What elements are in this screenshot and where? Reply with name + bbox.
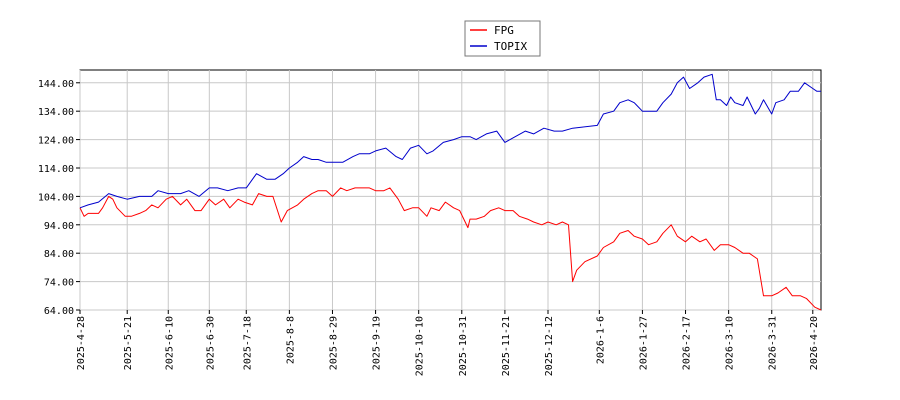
plot-area <box>79 69 822 311</box>
x-tick-label: 2026-3-10 <box>725 316 736 370</box>
x-tick-label: 2026-3-31 <box>768 316 779 370</box>
y-tick-label: 64.00 <box>44 306 74 317</box>
y-tick-label: 84.00 <box>44 249 74 260</box>
y-tick-label: 94.00 <box>44 221 74 232</box>
series-lines <box>79 73 822 311</box>
legend-label-fpg: FPG <box>494 24 514 37</box>
grid-lines <box>79 70 821 311</box>
x-tick-label: 2025-8-29 <box>328 316 339 370</box>
x-tick-label: 2026-2-17 <box>682 316 693 370</box>
legend: FPG TOPIX <box>464 20 541 57</box>
x-tick-label: 2026-1-27 <box>638 316 649 370</box>
x-tick-label: 2025-8-8 <box>285 316 296 364</box>
x-tick-label: 2025-10-31 <box>458 316 469 376</box>
x-tick-label: 2025-9-19 <box>372 316 383 370</box>
y-tick-label: 144.00 <box>38 79 74 90</box>
x-tick-label: 2026-4-20 <box>809 316 820 370</box>
x-tick-label: 2025-12-12 <box>544 316 555 376</box>
legend-box <box>464 20 541 57</box>
x-tick-label: 2025-7-18 <box>242 316 253 370</box>
x-axis-ticks: 2025-4-28 2025-5-21 2025-6-10 2025-6-30 2025… <box>76 310 820 376</box>
series-line-fpg <box>79 187 822 311</box>
x-tick-label: 2025-11-21 <box>501 316 512 376</box>
y-tick-label: 104.00 <box>38 192 74 203</box>
legend-label-topix: TOPIX <box>494 40 527 53</box>
x-tick-label: 2025-6-30 <box>205 316 216 370</box>
y-tick-label: 114.00 <box>38 164 74 175</box>
y-tick-label: 74.00 <box>44 278 74 289</box>
x-tick-label: 2025-5-21 <box>123 316 134 370</box>
y-tick-label: 124.00 <box>38 136 74 147</box>
x-tick-label: 2026-1-6 <box>595 316 606 364</box>
series-line-topix <box>79 73 821 209</box>
x-tick-label: 2025-6-10 <box>164 316 175 370</box>
y-axis-ticks: 64.00 74.00 84.00 94.00 104.00 114.00 124.00 13… <box>38 79 80 317</box>
x-tick-label: 2025-10-10 <box>415 316 426 376</box>
y-tick-label: 134.00 <box>38 107 74 118</box>
x-tick-label: 2025-4-28 <box>76 316 87 370</box>
